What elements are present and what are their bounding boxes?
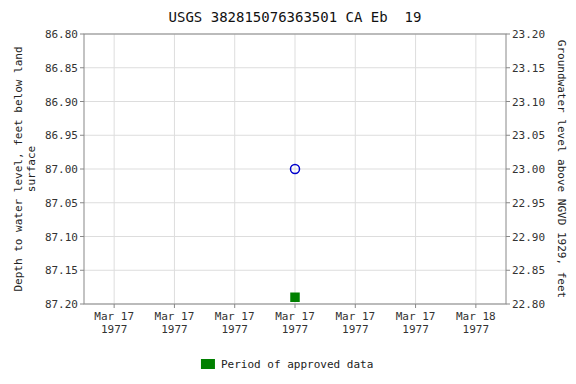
point	[291, 293, 299, 301]
tick	[506, 270, 510, 271]
tick-label: 22.95	[512, 197, 545, 210]
tick	[80, 236, 84, 237]
tick	[80, 34, 84, 35]
y2-axis: 23.20 23.15 23.10 23.05 23.00 22.95 22.90 22.85…	[506, 28, 545, 311]
marks	[291, 165, 300, 302]
tick	[174, 304, 175, 308]
grid	[84, 34, 506, 304]
grid-line	[114, 34, 115, 304]
legend-label: Period of approved data	[221, 358, 373, 371]
legend-swatch	[201, 359, 215, 369]
tick	[506, 202, 510, 203]
tick-label: Mar 171977	[335, 310, 375, 336]
point	[291, 165, 300, 174]
tick	[475, 304, 476, 308]
tick	[80, 169, 84, 170]
legend: Period of approved data	[201, 358, 373, 371]
tick-label: 87.10	[45, 231, 78, 244]
text-line: Mar 17	[155, 310, 195, 323]
axis-label: Depth to water level, feet below landsur…	[12, 46, 38, 291]
text-line: 1977	[221, 323, 248, 336]
tick-label: 23.05	[512, 129, 545, 142]
tick-label: Mar 171977	[155, 310, 195, 336]
grid-line	[174, 34, 175, 304]
chart-container: 86.80 86.85 86.90 86.95 87.00 87.05 87.10 87.15…	[0, 0, 576, 384]
text-line: 1977	[161, 323, 188, 336]
title: USGS 382815076363501 CA Eb 19	[169, 9, 422, 25]
text-line: surface	[25, 146, 38, 192]
tick-label: 86.85	[45, 62, 78, 75]
tick-label: Mar 181977	[456, 310, 496, 336]
plot-frame	[84, 34, 506, 304]
tick	[114, 304, 115, 308]
tick-label: 22.80	[512, 298, 545, 311]
tick	[506, 304, 510, 305]
background	[0, 0, 576, 384]
text-line: Mar 17	[215, 310, 255, 323]
text-line: Depth to water level, feet below land	[12, 46, 25, 291]
tick	[415, 304, 416, 308]
tick	[506, 236, 510, 237]
chart: 86.80 86.85 86.90 86.95 87.00 87.05 87.10 87.15…	[0, 0, 576, 384]
tick	[80, 101, 84, 102]
tick	[355, 304, 356, 308]
text-line: 1977	[101, 323, 128, 336]
grid-line	[234, 34, 235, 304]
tick	[80, 304, 84, 305]
tick	[234, 304, 235, 308]
tick	[506, 169, 510, 170]
tick-label: 87.05	[45, 197, 78, 210]
tick-label: 86.95	[45, 129, 78, 142]
tick	[80, 202, 84, 203]
tick-label: Mar 171977	[94, 310, 134, 336]
tick	[506, 67, 510, 68]
tick-label: 23.00	[512, 163, 545, 176]
text-line: 1977	[402, 323, 429, 336]
tick-label: 22.90	[512, 231, 545, 244]
text-line: Mar 17	[275, 310, 315, 323]
tick-label: 23.15	[512, 62, 545, 75]
grid-line	[475, 34, 476, 304]
tick-label: 87.20	[45, 298, 78, 311]
text-line: Mar 17	[396, 310, 436, 323]
text-line: 1977	[282, 323, 309, 336]
tick-label: Mar 171977	[215, 310, 255, 336]
tick	[506, 34, 510, 35]
text-line: Mar 17	[94, 310, 134, 323]
tick	[80, 270, 84, 271]
tick	[80, 67, 84, 68]
tick	[295, 304, 296, 308]
tick-label: 87.00	[45, 163, 78, 176]
tick-label: 86.80	[45, 28, 78, 41]
text-line: Groundwater level above NGVD 1929, feet	[555, 40, 568, 298]
tick	[506, 135, 510, 136]
tick	[506, 101, 510, 102]
tick	[80, 135, 84, 136]
y-axis: 86.80 86.85 86.90 86.95 87.00 87.05 87.10 87.15…	[45, 28, 84, 311]
text-line: Mar 17	[335, 310, 375, 323]
text-line: Mar 18	[456, 310, 496, 323]
grid-line	[355, 34, 356, 304]
tick-label: Mar 171977	[275, 310, 315, 336]
tick-label: 86.90	[45, 96, 78, 109]
tick-label: 87.15	[45, 264, 78, 277]
text-line: 1977	[342, 323, 369, 336]
tick-label: 23.20	[512, 28, 545, 41]
x-axis: Mar 171977Mar 171977Mar 171977Mar 171977…	[94, 304, 495, 336]
text-line: 1977	[463, 323, 490, 336]
grid-line	[295, 34, 296, 304]
axis-label: Groundwater level above NGVD 1929, feet	[555, 40, 568, 298]
tick-label: Mar 171977	[396, 310, 436, 336]
grid-line	[415, 34, 416, 304]
tick-label: 23.10	[512, 96, 545, 109]
tick-label: 22.85	[512, 264, 545, 277]
